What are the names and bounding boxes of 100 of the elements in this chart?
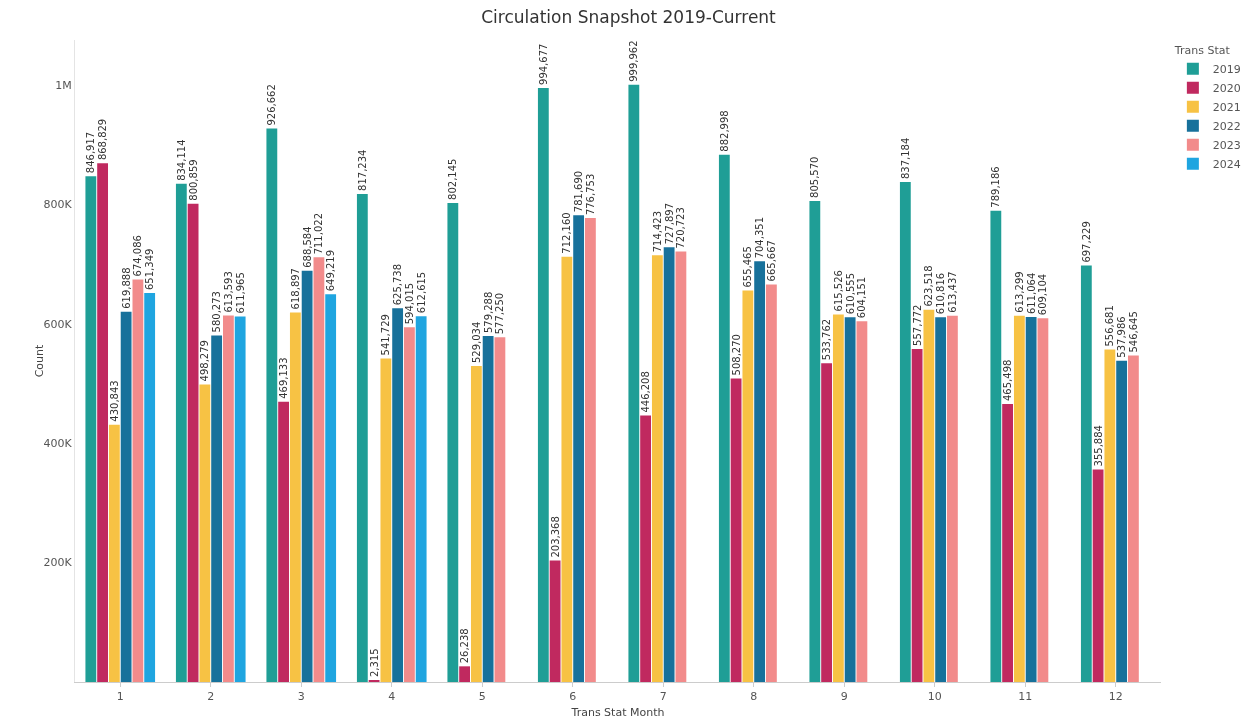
bar xyxy=(289,312,301,682)
data-label: 674,086 xyxy=(132,235,144,277)
data-label: 611,064 xyxy=(1025,272,1037,315)
bar xyxy=(1037,318,1049,682)
data-label: 805,570 xyxy=(809,156,821,198)
chart-title: Circulation Snapshot 2019-Current xyxy=(481,6,777,27)
legend-label: 2021 xyxy=(1212,101,1241,115)
x-tick-label: 2 xyxy=(207,690,215,704)
bar xyxy=(459,666,471,682)
legend-label: 2022 xyxy=(1212,120,1241,134)
data-label: 579,288 xyxy=(482,291,494,334)
bar xyxy=(278,401,290,682)
bar xyxy=(832,314,844,682)
x-tick-label: 11 xyxy=(1018,690,1033,704)
data-label: 655,465 xyxy=(742,246,754,288)
data-label: 580,273 xyxy=(211,291,223,333)
data-label: 837,184 xyxy=(899,137,911,180)
data-label: 802,145 xyxy=(447,158,459,200)
legend-label: 2024 xyxy=(1212,158,1241,172)
bar xyxy=(325,294,337,682)
data-label: 612,615 xyxy=(415,271,427,314)
bar xyxy=(821,363,833,682)
data-label: 557,772 xyxy=(911,304,923,346)
x-tick-label: 4 xyxy=(388,690,396,704)
y-tick-label: 800K xyxy=(43,198,73,212)
data-label: 776,753 xyxy=(584,173,596,216)
data-label: 999,962 xyxy=(628,40,640,82)
data-label: 817,234 xyxy=(356,149,368,191)
bar xyxy=(108,424,120,682)
x-tick-label: 3 xyxy=(297,690,305,704)
bar xyxy=(175,183,187,682)
x-tick-label: 8 xyxy=(750,690,758,704)
x-axis-title: Trans Stat Month xyxy=(570,706,665,720)
bar xyxy=(470,366,482,682)
data-label: 846,917 xyxy=(85,131,97,174)
x-tick-label: 6 xyxy=(569,690,577,704)
bar xyxy=(561,256,573,682)
y-tick-label: 200K xyxy=(43,556,73,570)
data-label: 615,526 xyxy=(832,270,844,312)
data-label: 533,762 xyxy=(821,318,833,361)
data-label: 610,816 xyxy=(935,272,947,315)
data-label: 609,104 xyxy=(1037,273,1049,316)
bar xyxy=(301,270,313,682)
data-label: 665,667 xyxy=(765,240,777,282)
bar xyxy=(187,203,199,682)
bar xyxy=(234,316,246,682)
bar xyxy=(718,154,730,682)
data-label: 712,160 xyxy=(561,212,573,254)
bar xyxy=(663,247,675,682)
x-tick-label: 5 xyxy=(478,690,486,704)
x-tick-label: 7 xyxy=(659,690,667,704)
bar xyxy=(356,193,368,682)
data-label: 618,897 xyxy=(289,268,301,310)
bar xyxy=(392,308,404,682)
data-label: 203,368 xyxy=(549,516,561,558)
bar xyxy=(809,200,821,682)
y-tick-label: 1M xyxy=(55,78,72,92)
bar xyxy=(1127,355,1139,682)
data-label: 594,015 xyxy=(403,282,415,325)
bar xyxy=(754,261,766,682)
data-label: 800,859 xyxy=(187,159,199,201)
data-label: 529,034 xyxy=(470,321,482,364)
x-tick-label: 10 xyxy=(927,690,942,704)
data-label: 556,681 xyxy=(1104,305,1116,347)
data-label: 651,349 xyxy=(144,248,156,291)
data-label: 604,151 xyxy=(856,276,868,319)
data-label: 613,593 xyxy=(222,271,234,313)
data-label: 613,437 xyxy=(946,271,958,313)
bar xyxy=(1002,404,1014,682)
data-label: 727,897 xyxy=(663,202,675,245)
data-label: 711,022 xyxy=(313,213,325,255)
data-label: 688,584 xyxy=(301,226,313,268)
data-label: 446,208 xyxy=(640,371,652,413)
data-label: 834,114 xyxy=(175,139,187,181)
data-label: 868,829 xyxy=(97,118,109,161)
bar xyxy=(584,218,596,682)
bar xyxy=(1080,265,1092,682)
data-label: 508,270 xyxy=(730,334,742,376)
data-label: 649,219 xyxy=(325,249,337,292)
data-label: 704,351 xyxy=(754,217,766,259)
bar xyxy=(640,415,652,682)
bar xyxy=(120,311,132,682)
legend-title: Trans Stat xyxy=(1173,44,1231,58)
bar xyxy=(313,257,325,682)
data-label: 697,229 xyxy=(1080,221,1092,263)
data-label: 465,498 xyxy=(1002,359,1014,401)
data-label: 546,645 xyxy=(1127,311,1139,353)
bar xyxy=(447,202,459,682)
data-label: 355,884 xyxy=(1092,425,1104,467)
bar xyxy=(899,182,911,682)
data-label: 789,186 xyxy=(990,166,1002,208)
data-label: 498,279 xyxy=(199,340,211,382)
legend-label: 2023 xyxy=(1212,139,1241,153)
bar xyxy=(1092,469,1104,682)
data-label: 577,250 xyxy=(494,292,506,335)
y-tick-label: 400K xyxy=(43,436,73,450)
bar xyxy=(844,317,856,682)
data-label: 611,965 xyxy=(234,272,246,314)
bar xyxy=(573,215,585,682)
data-label: 714,423 xyxy=(651,210,663,253)
